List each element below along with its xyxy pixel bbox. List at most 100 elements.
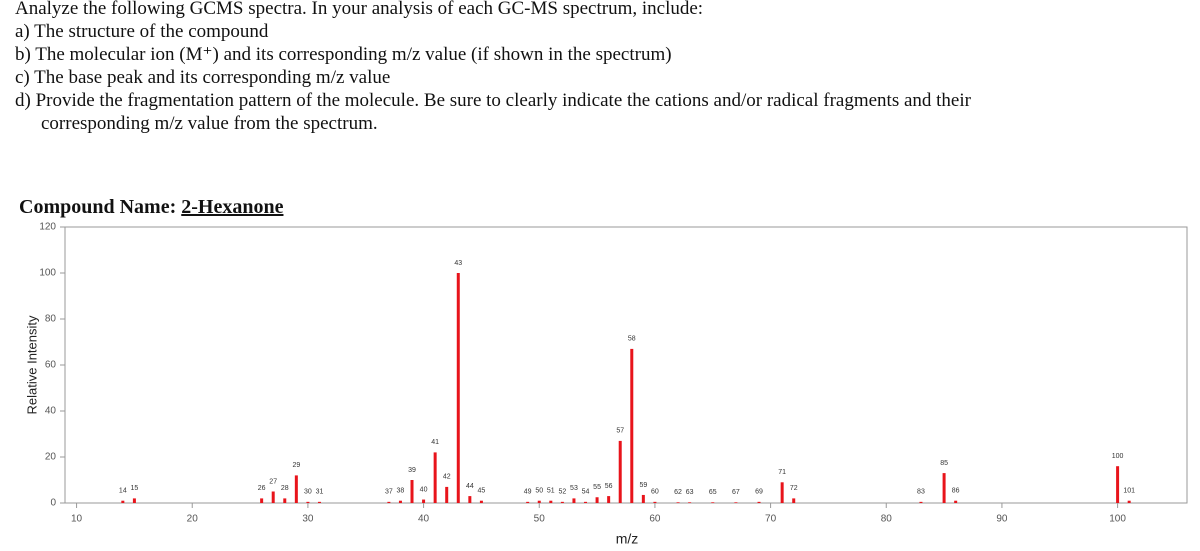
peak xyxy=(306,501,310,503)
peak-label: 43 xyxy=(454,260,462,267)
peak-label: 85 xyxy=(940,460,948,467)
peak xyxy=(271,491,275,503)
question: Analyze the following GCMS spectra. In y… xyxy=(15,0,1075,135)
peak xyxy=(653,501,657,503)
peak xyxy=(676,502,680,503)
peak xyxy=(942,473,946,503)
peak-label: 42 xyxy=(443,474,451,481)
peak-label: 83 xyxy=(917,489,925,496)
peak xyxy=(688,502,692,503)
peak-label: 67 xyxy=(732,489,740,496)
y-tick-label: 40 xyxy=(45,406,57,417)
peak-label: 53 xyxy=(570,485,578,492)
peak-label: 38 xyxy=(397,488,405,495)
peak-label: 63 xyxy=(686,489,694,496)
peak xyxy=(387,501,391,503)
peak xyxy=(549,500,553,503)
peak-label: 51 xyxy=(547,488,555,495)
peak-label: 86 xyxy=(952,488,960,495)
peak xyxy=(630,348,634,503)
peak-label: 14 xyxy=(119,488,127,495)
peak-label: 37 xyxy=(385,489,393,496)
x-tick-label: 20 xyxy=(187,514,199,525)
peak-label: 31 xyxy=(316,489,324,496)
x-tick-label: 90 xyxy=(996,514,1008,525)
x-tick-label: 50 xyxy=(534,514,546,525)
peak xyxy=(260,498,264,503)
peak xyxy=(468,496,472,503)
y-tick-label: 100 xyxy=(39,268,56,279)
peak-label: 27 xyxy=(269,478,277,485)
peak-label: 39 xyxy=(408,467,416,474)
question-item: b) The molecular ion (M⁺) and its corres… xyxy=(15,44,672,65)
x-tick-label: 100 xyxy=(1109,514,1126,525)
compound-label: Compound Name: xyxy=(19,196,177,218)
peak-label: 72 xyxy=(790,485,798,492)
peak xyxy=(422,499,426,503)
peak-label: 44 xyxy=(466,483,474,490)
peak-label: 49 xyxy=(524,489,532,496)
peak xyxy=(618,440,622,503)
peak-label: 57 xyxy=(616,428,624,435)
y-tick-label: 60 xyxy=(45,360,57,371)
question-item: c) The base peak and its corresponding m… xyxy=(15,67,391,88)
peak xyxy=(294,475,298,503)
peak-label: 29 xyxy=(292,462,300,469)
y-tick-label: 80 xyxy=(45,314,57,325)
peak-label: 101 xyxy=(1123,488,1135,495)
peak xyxy=(121,500,125,503)
peak-label: 71 xyxy=(778,469,786,476)
peak-label: 55 xyxy=(593,484,601,491)
peak xyxy=(537,500,541,503)
peak xyxy=(734,502,738,503)
peak xyxy=(433,452,437,503)
peak xyxy=(792,498,796,503)
peak xyxy=(711,502,715,503)
peak-label: 41 xyxy=(431,439,439,446)
peak-label: 62 xyxy=(674,489,682,496)
peak xyxy=(607,496,611,503)
peak xyxy=(954,500,958,503)
peak-label: 100 xyxy=(1112,453,1124,460)
peak xyxy=(572,498,576,503)
peak-label: 69 xyxy=(755,489,763,496)
peak xyxy=(1116,466,1120,503)
y-tick-label: 0 xyxy=(50,498,56,509)
question-intro: Analyze the following GCMS spectra. In y… xyxy=(15,0,704,19)
peak xyxy=(584,501,588,503)
peak xyxy=(479,500,483,503)
peak-label: 58 xyxy=(628,336,636,343)
y-axis-title: Relative Intensity xyxy=(24,315,39,414)
peak xyxy=(1127,500,1131,503)
x-tick-label: 10 xyxy=(71,514,83,525)
peak-label: 45 xyxy=(478,488,486,495)
peak-label: 50 xyxy=(535,488,543,495)
peak xyxy=(757,501,761,503)
peak-label: 59 xyxy=(639,482,647,489)
compound-heading: Compound Name: 2-Hexanone xyxy=(19,196,283,219)
x-axis-title: m/z xyxy=(616,531,639,547)
x-tick-label: 30 xyxy=(302,514,314,525)
peak xyxy=(132,498,136,503)
peak-label: 30 xyxy=(304,489,312,496)
peak-label: 65 xyxy=(709,489,717,496)
peak-label: 28 xyxy=(281,485,289,492)
peak xyxy=(317,501,321,503)
y-tick-label: 120 xyxy=(39,222,56,233)
peak xyxy=(445,486,449,503)
peak xyxy=(456,273,460,503)
peak-label: 26 xyxy=(258,485,266,492)
peak-label: 15 xyxy=(131,485,139,492)
question-item: d) Provide the fragmentation pattern of … xyxy=(15,90,971,134)
peak xyxy=(526,501,530,503)
peak xyxy=(595,497,599,503)
peak xyxy=(780,482,784,503)
peak xyxy=(560,501,564,503)
x-tick-label: 40 xyxy=(418,514,430,525)
peak xyxy=(410,480,414,503)
compound-name: 2-Hexanone xyxy=(181,196,284,218)
peak-label: 56 xyxy=(605,483,613,490)
peak-label: 52 xyxy=(558,489,566,496)
